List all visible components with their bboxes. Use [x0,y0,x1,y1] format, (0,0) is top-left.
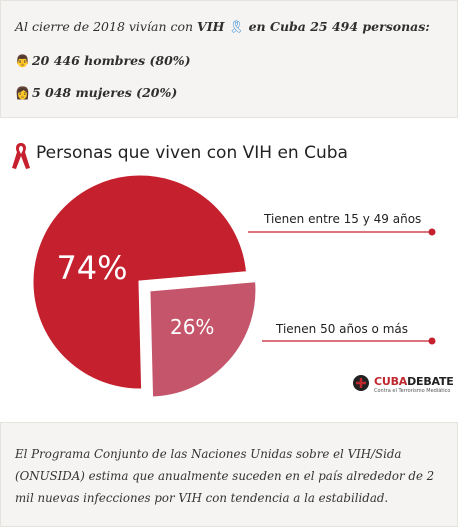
logo-tagline: Contra el Terrorismo Mediático [374,388,451,394]
summary-total: en Cuba 25 494 personas: [244,19,430,34]
women-count: 5 048 mujeres (20%) [31,85,178,100]
summary-text: Al cierre de 2018 vivían con [15,19,198,34]
callout-label-50-plus: Tienen 50 años o más [276,322,408,336]
callout-line-50-plus-dot [428,337,436,345]
callout-label-15-49: Tienen entre 15 y 49 años [264,212,422,226]
pie-label-age-15-49: 74% [56,249,127,287]
logo-wordmark: CUBADEBATE [374,375,454,388]
cubadebate-logo-icon [353,375,369,391]
pie-slice-age-15-49 [30,172,250,392]
callout-line-15-49-dot [428,228,436,236]
summary-line: Al cierre de 2018 vivían con VIH 🎗 en Cu… [15,19,447,35]
woman-icon: 👩 [15,86,30,100]
women-line: 👩 5 048 mujeres (20%) [15,85,447,100]
footer-paragraph: El Programa Conjunto de las Naciones Uni… [15,447,435,505]
pie-label-age-50-plus: 26% [170,315,214,339]
men-line: 👨 20 446 hombres (80%) [15,53,447,68]
men-count: 20 446 hombres (80%) [31,53,191,68]
man-icon: 👨 [15,54,30,68]
summary-vih: VIH [197,19,225,34]
pie-slice-age-50-plus [147,278,259,400]
pie-chart: 74% 26% [30,172,436,400]
chart-title: Personas que viven con VIH en Cuba [36,143,348,163]
red-ribbon-icon [12,143,30,169]
awareness-ribbon-icon: 🎗 [228,19,245,34]
summary-box: Al cierre de 2018 vivían con VIH 🎗 en Cu… [0,0,458,118]
footer-box: El Programa Conjunto de las Naciones Uni… [0,422,458,527]
